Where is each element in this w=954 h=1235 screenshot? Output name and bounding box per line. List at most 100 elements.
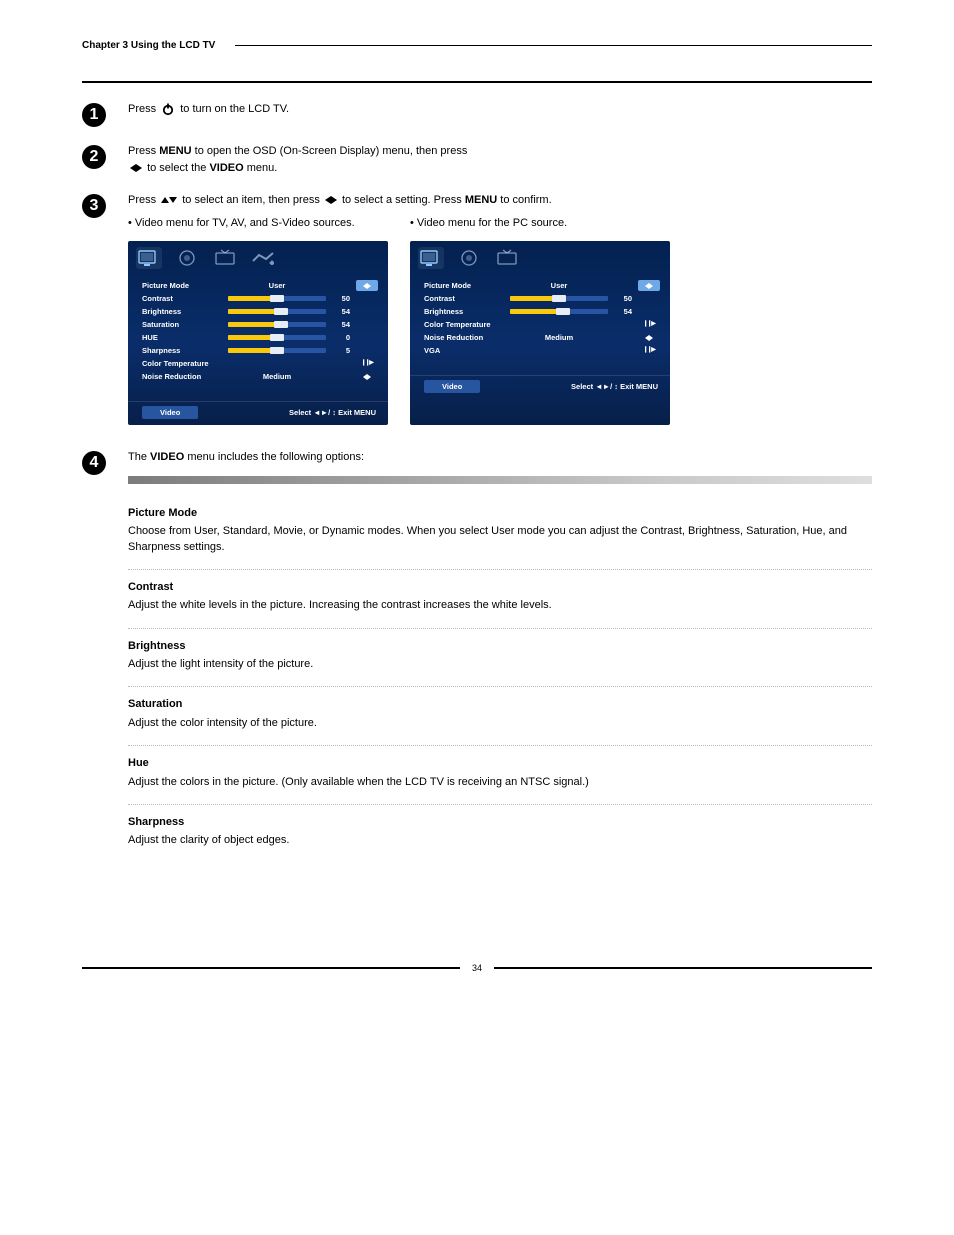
definition-desc: Adjust the white levels in the picture. … xyxy=(128,599,552,611)
definition-label: Brightness xyxy=(128,639,872,654)
osd-footer-label: Video xyxy=(142,406,198,419)
osd-item: Picture ModeUser xyxy=(142,279,378,292)
osd-item-label: Noise Reduction xyxy=(142,371,222,382)
osd-item-label: HUE xyxy=(142,332,222,343)
definition-row: Saturation Adjust the color intensity of … xyxy=(128,687,872,746)
osd-tab-setup xyxy=(250,247,276,269)
step-1-body: Press to turn on the LCD TV. xyxy=(128,101,289,118)
page-number: 34 xyxy=(472,963,482,973)
osd-item-label: Sharpness xyxy=(142,345,222,356)
definition-label: Sharpness xyxy=(128,815,872,830)
osd-value: 0 xyxy=(332,332,350,343)
osd-tab-audio xyxy=(174,247,200,269)
definition-row: Picture Mode Choose from User, Standard, … xyxy=(128,496,872,570)
page-footer: 34 xyxy=(82,963,872,973)
osd-footer: Video Select ◄►/ ↕ Exit MENU xyxy=(128,401,388,425)
osd-item-label: Color Temperature xyxy=(142,358,222,369)
osd-item: Contrast 50 xyxy=(424,292,660,305)
osd-items: Picture ModeUserContrast50Brightness54Co… xyxy=(410,275,670,375)
arrow-indicator-icon xyxy=(356,374,378,380)
osd-item: Noise ReductionMedium xyxy=(142,370,378,383)
osd-item-label: VGA xyxy=(424,345,504,356)
arrow-indicator-icon xyxy=(638,335,660,341)
osd-tabs xyxy=(410,241,670,275)
osd-item: Color Temperature ❙❙▶ xyxy=(424,318,660,331)
definition-row: Hue Adjust the colors in the picture. (On… xyxy=(128,746,872,805)
osd-footer-hint: Select ◄►/ ↕ Exit MENU xyxy=(289,407,376,418)
definition-desc: Adjust the clarity of object edges. xyxy=(128,834,289,846)
chapter-title: Chapter 3 Using the LCD TV xyxy=(82,40,215,51)
step-number-3: 3 xyxy=(82,194,106,218)
osd-tab-video xyxy=(418,247,444,269)
definition-label: Contrast xyxy=(128,580,872,595)
chapter-header: Chapter 3 Using the LCD TV xyxy=(82,40,872,57)
osd-tab-tv xyxy=(494,247,520,269)
osd-row: Picture ModeUserContrast50Brightness54Sa… xyxy=(128,241,670,425)
definitions-block: Picture Mode Choose from User, Standard, … xyxy=(128,476,872,863)
osd-value: 54 xyxy=(332,319,350,330)
slider-track xyxy=(228,348,326,353)
up-down-icon xyxy=(161,197,177,203)
osd-tabs xyxy=(128,241,388,275)
slider-track xyxy=(228,322,326,327)
definition-label: Picture Mode xyxy=(128,506,872,521)
slider-track xyxy=(228,335,326,340)
bullet-right: • Video menu for the PC source. xyxy=(410,215,668,232)
menu-keyword: MENU xyxy=(159,145,191,157)
osd-value: 54 xyxy=(614,306,632,317)
arrow-indicator-icon: ❙❙▶ xyxy=(638,320,660,329)
arrow-indicator-icon: ❙❙▶ xyxy=(356,359,378,368)
osd-right: Picture ModeUserContrast50Brightness54Co… xyxy=(410,241,670,425)
osd-value: User xyxy=(228,280,326,291)
step-4: 4 The VIDEO menu includes the following … xyxy=(82,449,872,863)
osd-item: HUE 0 xyxy=(142,331,378,344)
definition-row: Contrast Adjust the white levels in the p… xyxy=(128,570,872,629)
definitions-bar xyxy=(128,476,872,484)
header-rule xyxy=(235,45,872,47)
definition-desc: Choose from User, Standard, Movie, or Dy… xyxy=(128,525,847,552)
step-3: 3 Press to select an item, then press to… xyxy=(82,192,872,433)
slider-track xyxy=(228,296,326,301)
osd-item: Sharpness 5 xyxy=(142,344,378,357)
osd-tab-tv xyxy=(212,247,238,269)
document-page: Chapter 3 Using the LCD TV 1 Press to tu… xyxy=(0,0,954,1013)
bullet-left: • Video menu for TV, AV, and S-Video sou… xyxy=(128,215,386,232)
osd-value: 5 xyxy=(332,345,350,356)
video-keyword: VIDEO xyxy=(209,162,243,174)
osd-item: Noise ReductionMedium xyxy=(424,331,660,344)
osd-item-label: Brightness xyxy=(424,306,504,317)
osd-value: 54 xyxy=(332,306,350,317)
osd-value: User xyxy=(510,280,608,291)
step-3-body: Press to select an item, then press to s… xyxy=(128,192,670,433)
arrow-indicator-icon xyxy=(356,280,378,291)
step-2-body: Press MENU to open the OSD (On-Screen Di… xyxy=(128,143,467,176)
osd-item: Brightness 54 xyxy=(424,305,660,318)
osd-item: Contrast50 xyxy=(142,292,378,305)
osd-item: VGA❙❙▶ xyxy=(424,344,660,357)
definition-label: Saturation xyxy=(128,697,872,712)
osd-item: Color Temperature ❙❙▶ xyxy=(142,357,378,370)
osd-items: Picture ModeUserContrast50Brightness54Sa… xyxy=(128,275,388,401)
osd-item-label: Contrast xyxy=(424,293,504,304)
definition-desc: Adjust the color intensity of the pictur… xyxy=(128,717,317,729)
power-icon xyxy=(161,102,175,116)
step-number-4: 4 xyxy=(82,451,106,475)
osd-value: 50 xyxy=(614,293,632,304)
osd-item-label: Color Temperature xyxy=(424,319,504,330)
osd-left: Picture ModeUserContrast50Brightness54Sa… xyxy=(128,241,388,425)
osd-tab-video xyxy=(136,247,162,269)
osd-item-label: Picture Mode xyxy=(424,280,504,291)
osd-item-label: Brightness xyxy=(142,306,222,317)
osd-footer-label: Video xyxy=(424,380,480,393)
definition-row: Brightness Adjust the light intensity of … xyxy=(128,629,872,688)
osd-tab-audio xyxy=(456,247,482,269)
definition-label: Hue xyxy=(128,756,872,771)
osd-value: Medium xyxy=(510,332,608,343)
step-2: 2 Press MENU to open the OSD (On-Screen … xyxy=(82,143,872,176)
definition-desc: Adjust the light intensity of the pictur… xyxy=(128,658,313,670)
step-4-body: The VIDEO menu includes the following op… xyxy=(128,449,872,863)
step-number-1: 1 xyxy=(82,103,106,127)
definition-desc: Adjust the colors in the picture. (Only … xyxy=(128,776,589,788)
step-number-2: 2 xyxy=(82,145,106,169)
steps-list: 1 Press to turn on the LCD TV. 2 Press M… xyxy=(82,101,872,863)
